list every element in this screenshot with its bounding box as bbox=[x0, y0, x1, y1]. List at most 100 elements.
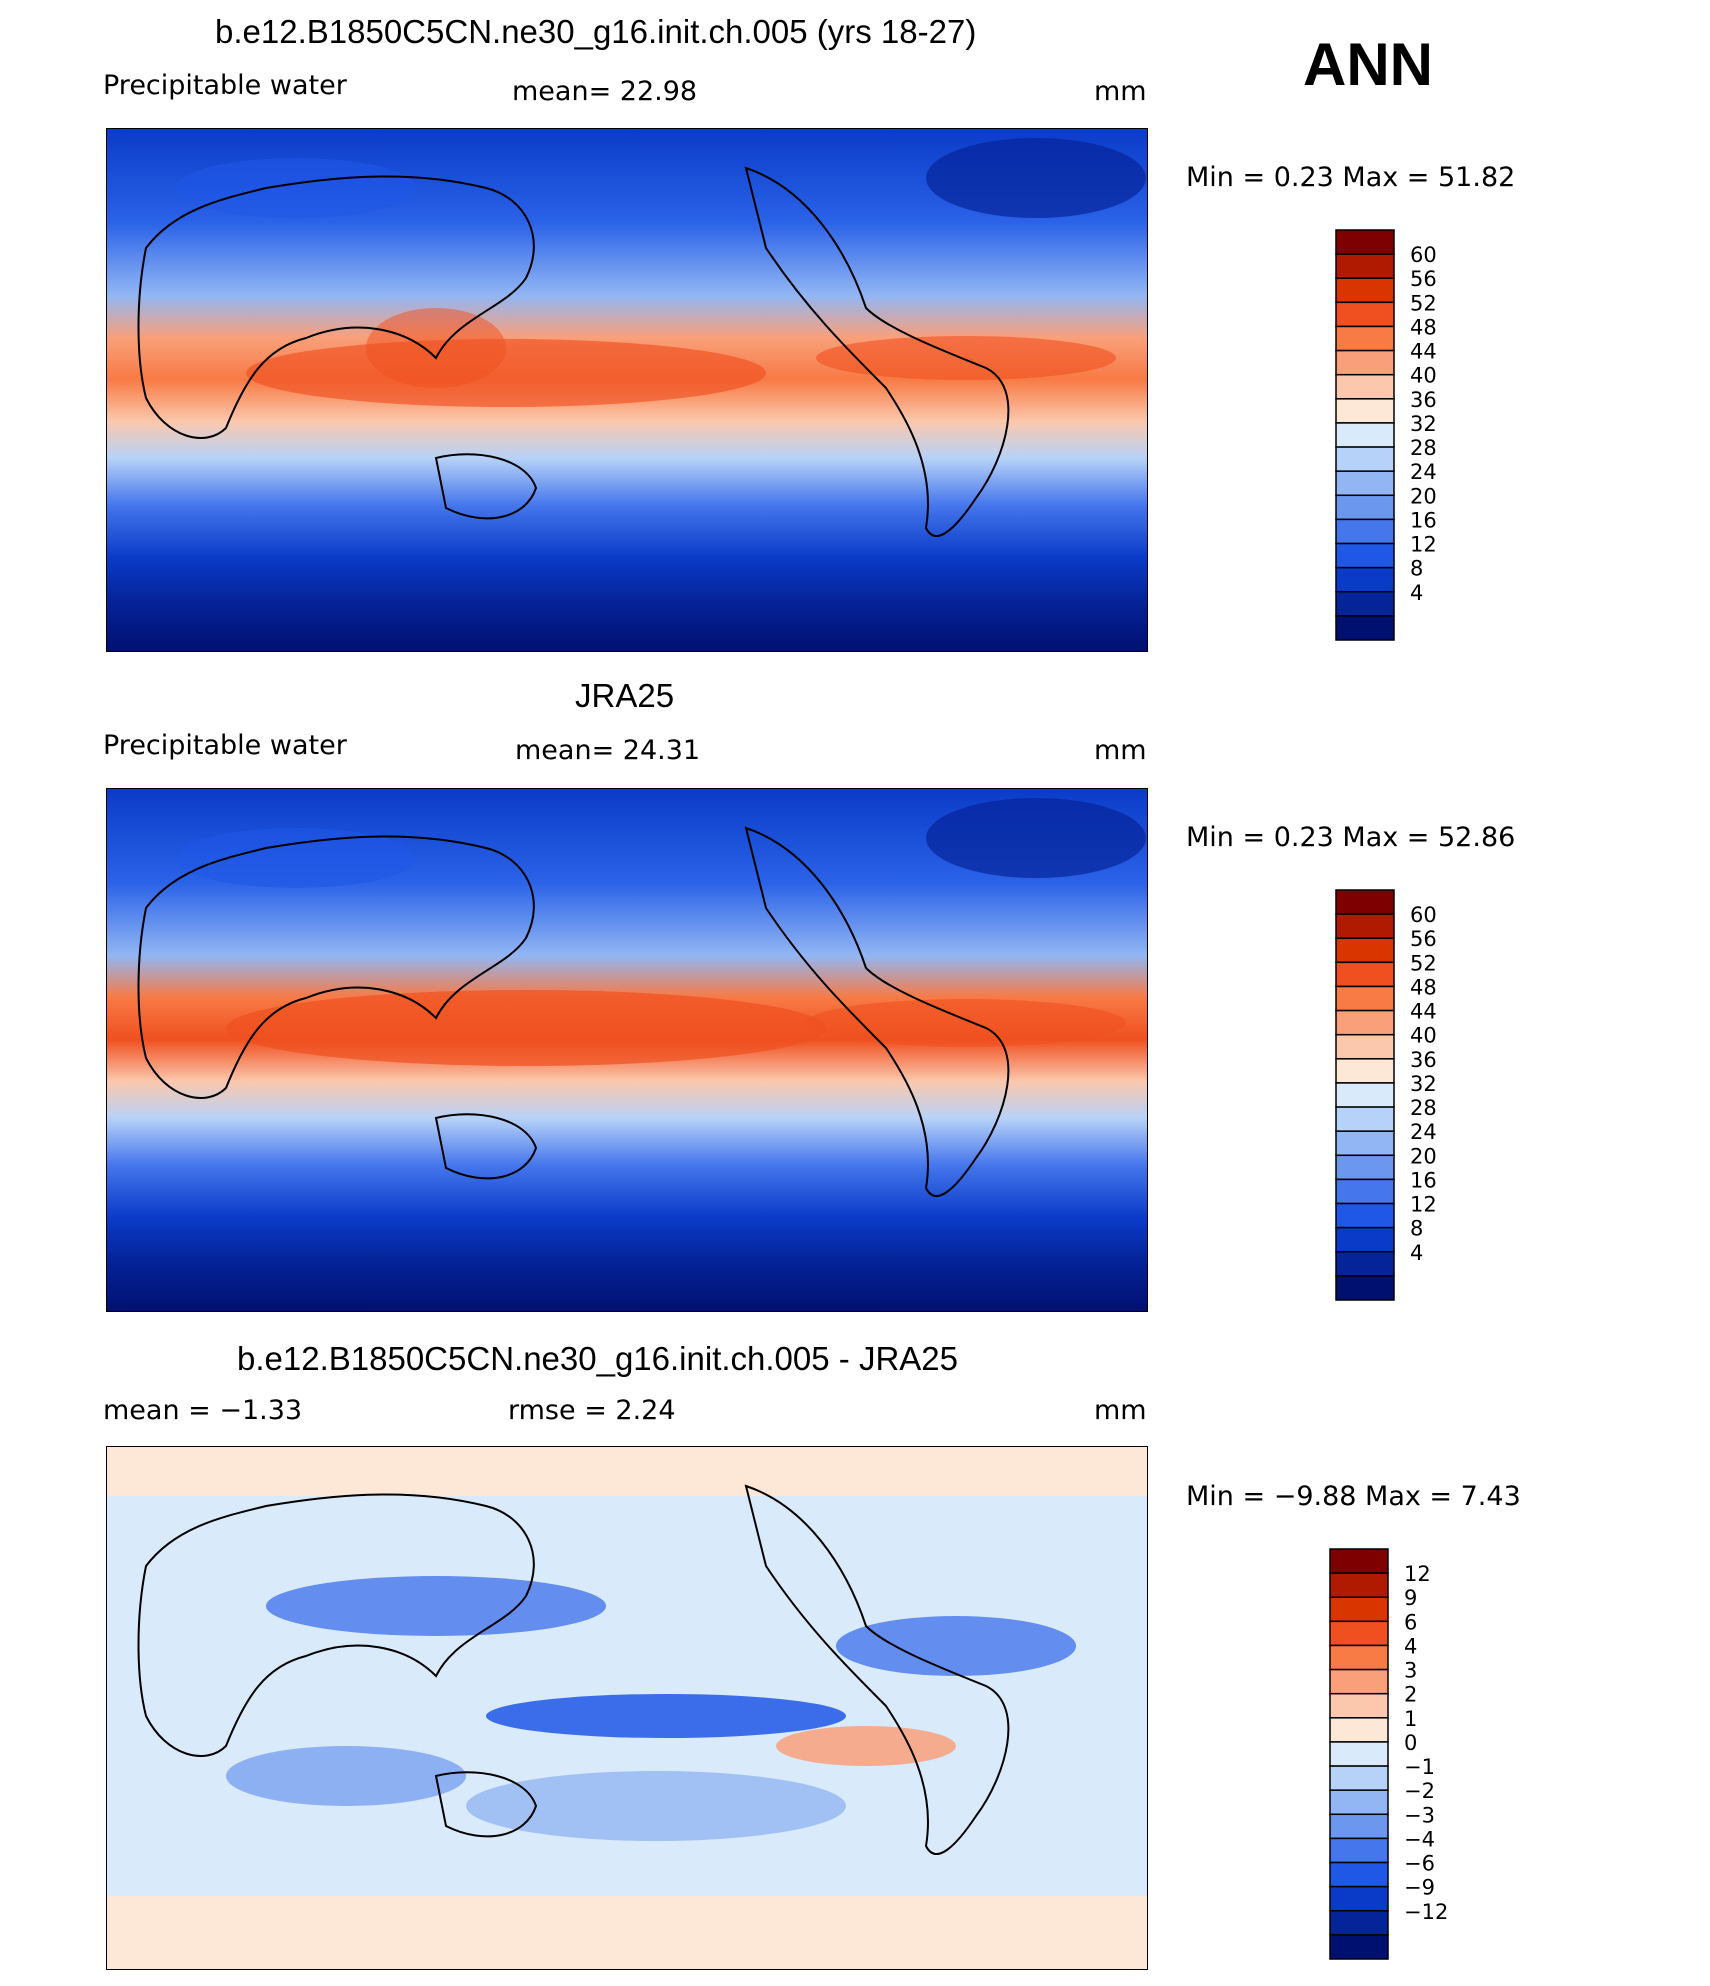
panel-1-units-label: mm bbox=[1094, 76, 1147, 107]
colorbar-tick-label: 4 bbox=[1410, 1241, 1423, 1265]
colorbar-tick-label: 8 bbox=[1410, 557, 1423, 581]
colorbar-tick-label: 0 bbox=[1404, 1731, 1417, 1755]
colorbar-tick-label: 56 bbox=[1410, 267, 1437, 291]
colorbar-tick-label: 16 bbox=[1410, 1168, 1437, 1192]
season-label: ANN bbox=[1303, 31, 1433, 98]
colorbar-tick-label: 48 bbox=[1410, 315, 1437, 339]
colorbar-tick-label: −6 bbox=[1404, 1852, 1435, 1876]
colorbar-box bbox=[1335, 1082, 1395, 1108]
colorbar-box bbox=[1335, 1058, 1395, 1084]
colorbar-tick-label: 28 bbox=[1410, 436, 1437, 460]
colorbar-box bbox=[1329, 1837, 1389, 1864]
colorbar-tick-label: 28 bbox=[1410, 1096, 1437, 1120]
panel-3-rmse-label: rmse = 2.24 bbox=[508, 1395, 676, 1426]
colorbar-tick-label: 20 bbox=[1410, 1144, 1437, 1168]
colorbar-box bbox=[1329, 1668, 1389, 1695]
colorbar-tick-label: 8 bbox=[1410, 1217, 1423, 1241]
colorbar-box bbox=[1335, 1251, 1395, 1277]
colorbar-tick-label: 4 bbox=[1404, 1634, 1417, 1658]
panel-2-mean-label: mean= 24.31 bbox=[515, 735, 701, 766]
panel-1-map bbox=[106, 128, 1148, 652]
colorbar-box bbox=[1329, 1910, 1389, 1936]
colorbar-box bbox=[1335, 373, 1395, 400]
colorbar-box bbox=[1335, 615, 1395, 641]
colorbar-tick-label: −3 bbox=[1404, 1803, 1435, 1827]
colorbar-box bbox=[1335, 1275, 1395, 1301]
colorbar-tick-label: 3 bbox=[1404, 1659, 1417, 1683]
colorbar-box bbox=[1335, 518, 1395, 545]
colorbar-box bbox=[1329, 1885, 1389, 1912]
colorbar-tick-label: 20 bbox=[1410, 484, 1437, 508]
colorbar-tick-label: 40 bbox=[1410, 364, 1437, 388]
panel-2-minmax: Min = 0.23 Max = 52.86 bbox=[1186, 822, 1516, 853]
panel-2-title: JRA25 bbox=[575, 677, 675, 714]
colorbar-box bbox=[1329, 1717, 1389, 1743]
colorbar-tick-label: 60 bbox=[1410, 903, 1437, 927]
colorbar-tick-label: −4 bbox=[1404, 1827, 1435, 1851]
colorbar-box bbox=[1335, 470, 1395, 497]
colorbar-tick-label: 16 bbox=[1410, 508, 1437, 532]
colorbar-tick-label: 2 bbox=[1404, 1683, 1417, 1707]
colorbar-box bbox=[1335, 1154, 1395, 1181]
colorbar-tick-label: 32 bbox=[1410, 1072, 1437, 1096]
colorbar-tick-label: 36 bbox=[1410, 1048, 1437, 1072]
colorbar-box bbox=[1335, 229, 1395, 255]
colorbar-box bbox=[1335, 1033, 1395, 1060]
colorbar-box bbox=[1335, 349, 1395, 376]
colorbar-box bbox=[1335, 1009, 1395, 1036]
colorbar-box bbox=[1335, 494, 1395, 521]
panel-2-map bbox=[106, 788, 1148, 1312]
colorbar-tick-label: 12 bbox=[1410, 1193, 1437, 1217]
colorbar-tick-label: 1 bbox=[1404, 1707, 1417, 1731]
colorbar-tick-label: 4 bbox=[1410, 581, 1423, 605]
panel-2-variable-label: Precipitable water bbox=[103, 730, 347, 761]
colorbar-tick-label: 24 bbox=[1410, 460, 1437, 484]
colorbar-tick-label: 6 bbox=[1404, 1610, 1417, 1634]
colorbar-box bbox=[1329, 1596, 1389, 1623]
colorbar-tick-label: 24 bbox=[1410, 1120, 1437, 1144]
colorbar-tick-label: 44 bbox=[1410, 340, 1437, 364]
colorbar-box bbox=[1335, 566, 1395, 593]
colorbar-box bbox=[1329, 1813, 1389, 1840]
colorbar-box bbox=[1335, 301, 1395, 328]
colorbar-tick-label: 40 bbox=[1410, 1024, 1437, 1048]
colorbar-tick-label: 12 bbox=[1404, 1562, 1431, 1586]
colorbar-box bbox=[1329, 1861, 1389, 1888]
colorbar-tick-label: 48 bbox=[1410, 975, 1437, 999]
panel-1-minmax: Min = 0.23 Max = 51.82 bbox=[1186, 162, 1516, 193]
colorbar-box bbox=[1329, 1692, 1389, 1719]
colorbar-box bbox=[1329, 1741, 1389, 1767]
colorbar-box bbox=[1329, 1548, 1389, 1574]
colorbar-tick-label: −9 bbox=[1404, 1876, 1435, 1900]
colorbar-box bbox=[1335, 277, 1395, 304]
colorbar-tick-label: 12 bbox=[1410, 533, 1437, 557]
colorbar-tick-label: −12 bbox=[1404, 1900, 1448, 1924]
colorbar-tick-label: −1 bbox=[1404, 1755, 1435, 1779]
colorbar-tick-label: −2 bbox=[1404, 1779, 1435, 1803]
colorbar-box bbox=[1335, 325, 1395, 352]
colorbar-tick-label: 32 bbox=[1410, 412, 1437, 436]
colorbar-box bbox=[1335, 398, 1395, 424]
colorbar-box bbox=[1329, 1765, 1389, 1791]
colorbar-box bbox=[1335, 889, 1395, 915]
panel-3-map bbox=[106, 1446, 1148, 1970]
colorbar-box bbox=[1335, 591, 1395, 617]
colorbar-box bbox=[1335, 937, 1395, 964]
panel-1-mean-label: mean= 22.98 bbox=[512, 76, 698, 107]
colorbar-box bbox=[1335, 913, 1395, 939]
panel-3-units-label: mm bbox=[1094, 1395, 1147, 1426]
panel-1-variable-label: Precipitable water bbox=[103, 70, 347, 101]
colorbar-tick-label: 60 bbox=[1410, 243, 1437, 267]
colorbar-box bbox=[1329, 1572, 1389, 1598]
panel-3-mean-label: mean = −1.33 bbox=[103, 1395, 303, 1426]
panel-3-minmax: Min = −9.88 Max = 7.43 bbox=[1186, 1481, 1521, 1512]
colorbar-box bbox=[1335, 253, 1395, 279]
colorbar-box bbox=[1329, 1644, 1389, 1671]
colorbar-tick-label: 52 bbox=[1410, 291, 1437, 315]
colorbar-box bbox=[1335, 985, 1395, 1012]
colorbar-box bbox=[1329, 1934, 1389, 1960]
colorbar-tick-label: 44 bbox=[1410, 1000, 1437, 1024]
